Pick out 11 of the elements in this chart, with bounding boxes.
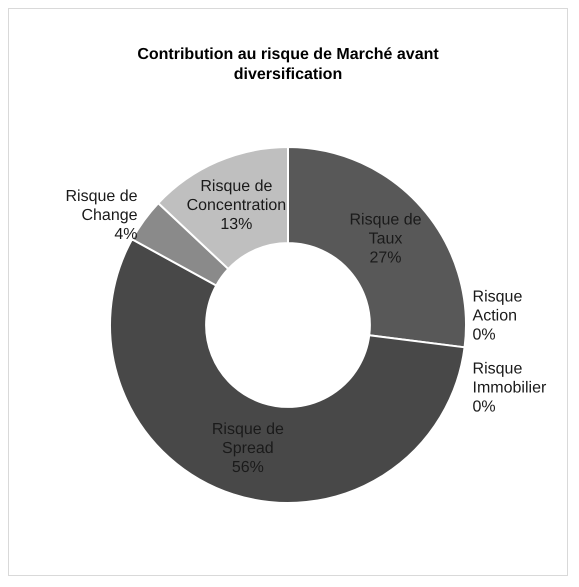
chart-title: Contribution au risque de Marché avant diversification [136, 45, 440, 85]
data-label: 13% [220, 216, 252, 234]
slice-label: Risque de Concentration [186, 178, 286, 214]
text: 0% [472, 398, 496, 416]
category-label: Risque Action [472, 288, 522, 325]
slice-label: Risque de Change [65, 188, 138, 224]
category-label: Risque Immobilier [472, 360, 546, 397]
slice-label: Risque de Taux [349, 211, 422, 248]
text: 0% [472, 326, 496, 344]
data-label: 27% [369, 249, 402, 266]
data-label: 4% [114, 226, 138, 244]
